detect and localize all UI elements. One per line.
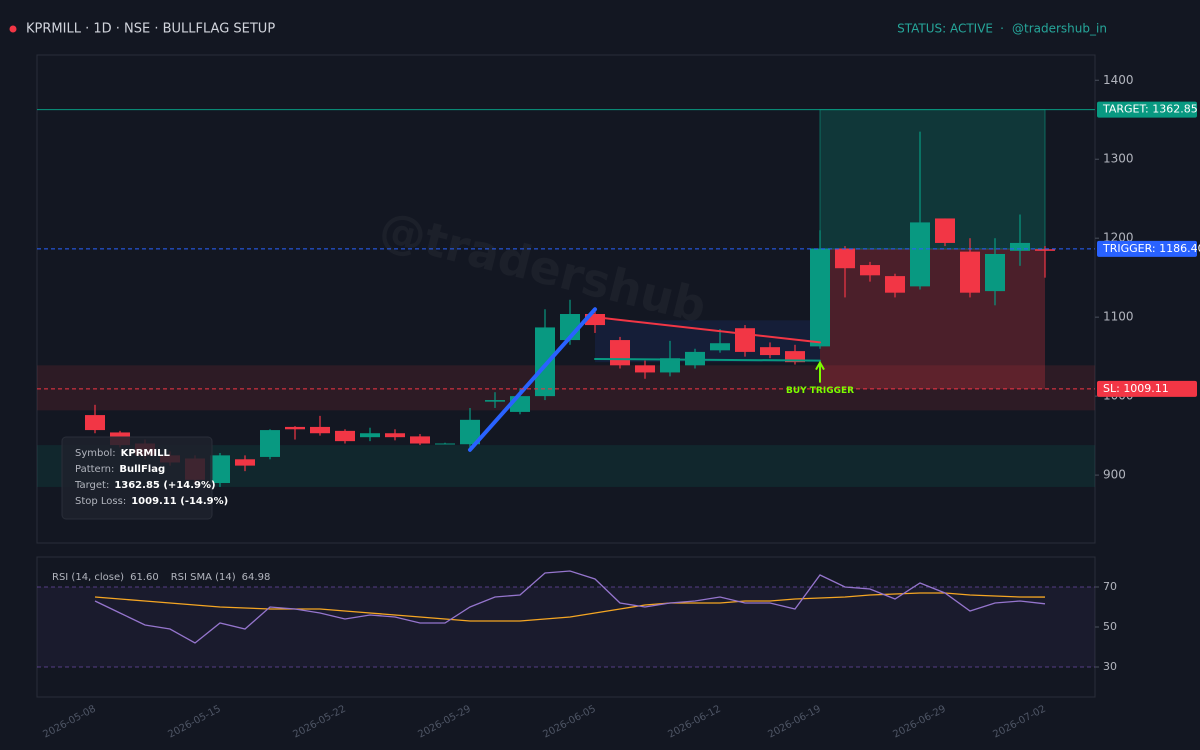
level-tag (1097, 240, 1197, 257)
stop-box (820, 248, 1045, 389)
rsi-line (94, 570, 1046, 644)
candle-body (485, 400, 505, 402)
rsi-band (37, 587, 1095, 667)
candle-body (235, 459, 255, 466)
rsi-value: 61.60 (130, 572, 159, 583)
candle-body (785, 351, 805, 363)
candle-body (410, 436, 430, 444)
candle-body (760, 347, 780, 356)
rsi-label: RSI (14, close) (52, 572, 124, 583)
info-value: 1362.85 (+14.9%) (114, 480, 215, 491)
rsi-sma-line (94, 592, 1046, 622)
candle-body (710, 343, 730, 351)
level-label: SL: 1009.11 (1103, 382, 1169, 395)
candle-body (460, 419, 480, 445)
candle-body (610, 340, 630, 366)
level-tag (1097, 380, 1197, 397)
candle-body (885, 276, 905, 293)
candle-body (660, 358, 680, 373)
candle-body (735, 328, 755, 352)
level-tag (1097, 101, 1197, 118)
candle-body (535, 327, 555, 397)
separator: · (1000, 22, 1004, 36)
status: STATUS: ACTIVE (897, 22, 993, 36)
rsi-tick-label: 50 (1103, 620, 1117, 633)
flag-pole (468, 307, 597, 452)
candle-body (210, 455, 230, 483)
zone (37, 365, 1095, 411)
candle-body (810, 248, 830, 347)
info-label: Stop Loss: (75, 496, 126, 507)
y-tick-label: 1100 (1103, 310, 1134, 324)
rsi-tick-label: 70 (1103, 580, 1117, 593)
candle-body (335, 430, 355, 442)
candle-body (1010, 242, 1030, 251)
status-dot (9, 25, 17, 33)
info-value: BullFlag (119, 464, 165, 475)
flag-upper (594, 316, 821, 344)
info-box (61, 436, 213, 520)
flag-box (595, 320, 820, 363)
rsi-sma-value: 64.98 (242, 572, 271, 583)
y-tick-label: 1300 (1103, 152, 1134, 166)
y-tick-label: 900 (1103, 468, 1126, 482)
rsi-sma-label: RSI SMA (14) (171, 572, 236, 583)
level-label: TRIGGER: 1186.40 (1102, 242, 1200, 255)
rsi-tick-label: 30 (1103, 660, 1117, 673)
trigger-arrow-head (815, 360, 825, 371)
trigger-label: BUY TRIGGER (786, 386, 854, 396)
candle-body (385, 433, 405, 438)
candle-body (685, 351, 705, 366)
rsi-pane (36, 556, 1096, 698)
info-value: KPRMILL (121, 448, 171, 459)
candle-body (285, 426, 305, 430)
candle-body (985, 253, 1005, 292)
chart-title: KPRMILL · 1D · NSE · BULLFLAG SETUP (26, 22, 275, 37)
candle-body (960, 251, 980, 293)
candle-body (435, 443, 455, 445)
level-label: TARGET: 1362.85 (1102, 103, 1198, 116)
candle-body (360, 433, 380, 438)
flag-lower (594, 358, 821, 362)
target-box (819, 109, 1046, 250)
candle-body (260, 430, 280, 457)
y-tick-label: 1400 (1103, 73, 1134, 87)
info-label: Pattern: (75, 464, 114, 475)
handle: @tradershub_in (1012, 22, 1107, 36)
info-label: Symbol: (75, 448, 116, 459)
candle-body (1035, 249, 1055, 251)
candle-body (585, 314, 605, 326)
candle-body (835, 248, 855, 269)
candle-body (85, 415, 105, 431)
candle-body (935, 218, 955, 243)
candle-body (310, 426, 330, 434)
candle-body (860, 265, 880, 276)
candle-body (910, 222, 930, 287)
info-label: Target: (74, 480, 109, 491)
candle-body (635, 365, 655, 373)
info-value: 1009.11 (-14.9%) (131, 496, 228, 507)
